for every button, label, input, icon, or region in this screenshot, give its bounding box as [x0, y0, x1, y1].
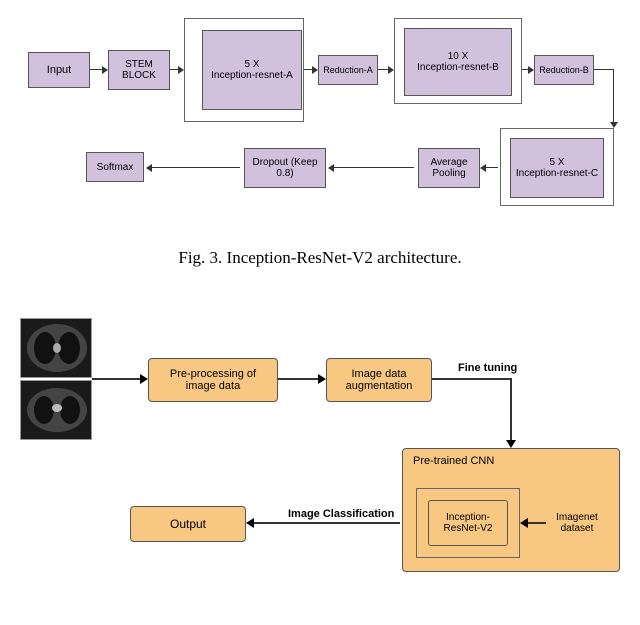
node-augmentation: Image dataaugmentation	[326, 358, 432, 402]
node-label: 5 XInception-resnet-A	[211, 59, 293, 81]
node-label: 10 XInception-resnet-B	[417, 51, 499, 73]
node-label: Input	[47, 64, 71, 76]
node-softmax: Softmax	[86, 152, 144, 182]
ct-scan-image-1	[20, 318, 92, 378]
arrow	[150, 167, 240, 168]
node-avg-pool: AveragePooling	[418, 148, 480, 188]
node-label: Image dataaugmentation	[346, 368, 413, 392]
node-label: Softmax	[97, 162, 134, 173]
arrow-head	[520, 518, 528, 528]
arrow-head	[388, 66, 394, 74]
arrow	[332, 167, 414, 168]
node-label: Reduction-B	[539, 65, 589, 75]
arrow-head	[528, 66, 534, 74]
node-reduction-b: Reduction-B	[534, 55, 594, 85]
ct-scan-image-2	[20, 380, 92, 440]
arrow	[526, 522, 546, 524]
arrow-head	[328, 164, 334, 172]
node-inc-c: 5 XInception-resnet-C	[510, 138, 604, 198]
edge-label-text: Image Classification	[288, 508, 394, 520]
arrow-head	[318, 374, 326, 384]
node-input: Input	[28, 52, 90, 88]
edge-label-classification: Image Classification	[288, 508, 394, 520]
arrow-head	[178, 66, 184, 74]
arrow-head	[246, 518, 254, 528]
arrow-head	[312, 66, 318, 74]
node-label: Imagenetdataset	[556, 512, 598, 534]
node-preprocessing: Pre-processing ofimage data	[148, 358, 278, 402]
arrow	[613, 69, 614, 124]
node-label: 5 XInception-resnet-C	[516, 157, 598, 179]
arrow	[252, 522, 400, 524]
edge-label-fine-tuning: Fine tuning	[458, 362, 517, 374]
arrow	[432, 378, 512, 380]
arrow	[92, 378, 142, 380]
ct-thorax-icon	[21, 380, 91, 440]
node-reduction-a: Reduction-A	[318, 55, 378, 85]
arrow-head	[146, 164, 152, 172]
node-stem: STEMBLOCK	[108, 50, 170, 90]
arrow-head	[102, 66, 108, 74]
node-label: STEMBLOCK	[122, 59, 156, 81]
node-label: Inception-ResNet-V2	[444, 512, 493, 534]
arrow-head	[140, 374, 148, 384]
figure-caption: Fig. 3. Inception-ResNet-V2 architecture…	[0, 248, 640, 268]
node-inc-a: 5 XInception-resnet-A	[202, 30, 302, 110]
node-label: Pre-trained CNN	[413, 455, 494, 467]
node-inception-resnet-v2: Inception-ResNet-V2	[428, 500, 508, 546]
arrow-head	[610, 122, 618, 128]
arrow	[484, 167, 498, 168]
node-dropout: Dropout (Keep0.8)	[244, 148, 326, 188]
arrow-head	[506, 440, 516, 448]
node-label: Dropout (Keep0.8)	[252, 157, 317, 179]
node-label: AveragePooling	[430, 157, 467, 179]
arrow	[278, 378, 320, 380]
arrow	[594, 69, 614, 70]
node-label: Pre-processing ofimage data	[170, 368, 256, 392]
ct-thorax-icon	[21, 318, 91, 378]
arrow	[510, 378, 512, 442]
node-label: Reduction-A	[323, 65, 373, 75]
edge-label-text: Fine tuning	[458, 362, 517, 374]
node-inc-b: 10 XInception-resnet-B	[404, 28, 512, 96]
arrow-head	[480, 164, 486, 172]
caption-text: Fig. 3. Inception-ResNet-V2 architecture…	[178, 248, 461, 267]
node-imagenet: Imagenetdataset	[548, 500, 606, 546]
node-output: Output	[130, 506, 246, 542]
node-label: Output	[170, 517, 206, 531]
